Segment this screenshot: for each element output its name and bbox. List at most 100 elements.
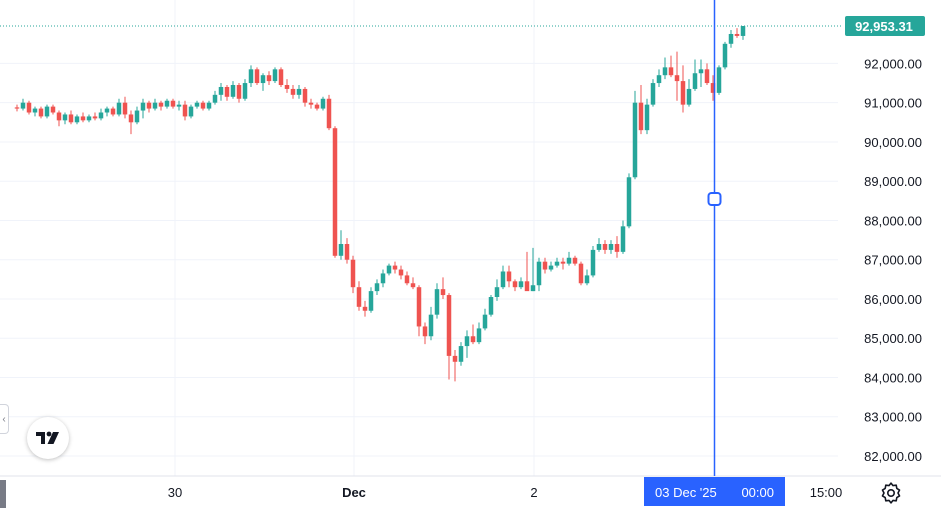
candle-body bbox=[164, 100, 170, 107]
candle-body bbox=[206, 102, 212, 109]
candle bbox=[626, 173, 632, 229]
candle bbox=[632, 90, 638, 180]
candle-body bbox=[230, 85, 236, 97]
candle bbox=[74, 114, 80, 125]
candle bbox=[170, 98, 176, 109]
candle bbox=[296, 85, 302, 99]
candle-body bbox=[680, 81, 686, 105]
candle bbox=[518, 277, 524, 290]
candle bbox=[314, 102, 320, 111]
candle-body bbox=[494, 287, 500, 298]
crosshair[interactable]: 03 Dec '25 00:00 bbox=[644, 0, 785, 506]
candle-body bbox=[266, 75, 272, 82]
candle bbox=[470, 324, 476, 345]
candle-body bbox=[590, 249, 596, 276]
candle bbox=[590, 245, 596, 278]
candle bbox=[638, 85, 644, 135]
candle-body bbox=[338, 244, 344, 256]
candle bbox=[422, 322, 428, 345]
candle bbox=[152, 98, 158, 111]
settings-gear-icon[interactable] bbox=[880, 482, 902, 504]
candle-body bbox=[458, 346, 464, 362]
candle-body bbox=[284, 85, 290, 89]
time-axis[interactable]: 30 Dec 2 15:00 bbox=[168, 485, 843, 500]
candle-body bbox=[68, 114, 74, 123]
candle bbox=[278, 67, 284, 87]
candle-body bbox=[14, 107, 20, 109]
candle-body bbox=[608, 244, 614, 250]
candle bbox=[578, 261, 584, 286]
time-tick-label: 2 bbox=[530, 485, 537, 500]
candle-body bbox=[698, 69, 704, 74]
candle-body bbox=[728, 33, 734, 44]
candle bbox=[704, 63, 710, 86]
candle-body bbox=[662, 67, 668, 76]
candle bbox=[524, 251, 530, 292]
candle-body bbox=[104, 108, 110, 113]
candle bbox=[692, 59, 698, 91]
candle-body bbox=[158, 102, 164, 107]
candle-body bbox=[242, 83, 248, 99]
candle-body bbox=[638, 102, 644, 131]
candle-body bbox=[140, 102, 146, 111]
candles bbox=[14, 26, 746, 382]
candle bbox=[20, 98, 26, 111]
candle bbox=[128, 110, 134, 135]
candle-body bbox=[536, 261, 542, 286]
candle-body bbox=[446, 295, 452, 356]
candle bbox=[488, 295, 494, 317]
candle-body bbox=[434, 289, 440, 315]
candle bbox=[728, 30, 734, 48]
candle-body bbox=[314, 104, 320, 109]
price-tick-label: 82,000.00 bbox=[864, 449, 922, 464]
candle bbox=[374, 279, 380, 296]
candle-body bbox=[656, 75, 662, 84]
candle bbox=[464, 330, 470, 358]
candle-body bbox=[116, 102, 122, 115]
candle-body bbox=[146, 102, 152, 109]
price-tick-label: 92,000.00 bbox=[864, 56, 922, 71]
candle bbox=[356, 281, 362, 311]
candle bbox=[290, 85, 296, 99]
candle-body bbox=[734, 33, 740, 36]
candle-body bbox=[344, 244, 350, 260]
candle bbox=[722, 41, 728, 70]
tradingview-logo[interactable] bbox=[27, 417, 69, 459]
candle-body bbox=[332, 128, 338, 256]
candle-body bbox=[170, 100, 176, 107]
candle-body bbox=[386, 265, 392, 274]
candle-body bbox=[182, 104, 188, 117]
candle-body bbox=[626, 177, 632, 227]
candle bbox=[302, 86, 308, 107]
candle-body bbox=[524, 281, 530, 292]
candle bbox=[92, 112, 98, 121]
candle bbox=[236, 83, 242, 103]
left-panel-toggle[interactable]: ‹ bbox=[0, 404, 9, 434]
crosshair-drag-handle[interactable] bbox=[707, 192, 722, 206]
candle bbox=[230, 81, 236, 99]
candle-body bbox=[200, 102, 206, 109]
candle-body bbox=[188, 106, 194, 117]
candle-body bbox=[50, 106, 56, 113]
candle-body bbox=[572, 257, 578, 264]
candle bbox=[266, 71, 272, 86]
candle bbox=[68, 110, 74, 125]
candle bbox=[158, 100, 164, 111]
candle bbox=[614, 236, 620, 258]
candle-body bbox=[326, 98, 332, 129]
price-tick-label: 85,000.00 bbox=[864, 331, 922, 346]
candle bbox=[188, 104, 194, 119]
price-axis[interactable]: 92,000.00 91,000.00 90,000.00 89,000.00 88,0… bbox=[864, 56, 922, 464]
candle bbox=[242, 79, 248, 101]
candle-body bbox=[482, 314, 488, 329]
candle-body bbox=[236, 85, 242, 99]
candle-body bbox=[584, 275, 590, 284]
candle bbox=[86, 114, 92, 123]
price-tick-label: 84,000.00 bbox=[864, 370, 922, 385]
candle-body bbox=[500, 271, 506, 288]
candle-body bbox=[110, 108, 116, 115]
candle-body bbox=[644, 104, 650, 131]
candle bbox=[368, 287, 374, 313]
